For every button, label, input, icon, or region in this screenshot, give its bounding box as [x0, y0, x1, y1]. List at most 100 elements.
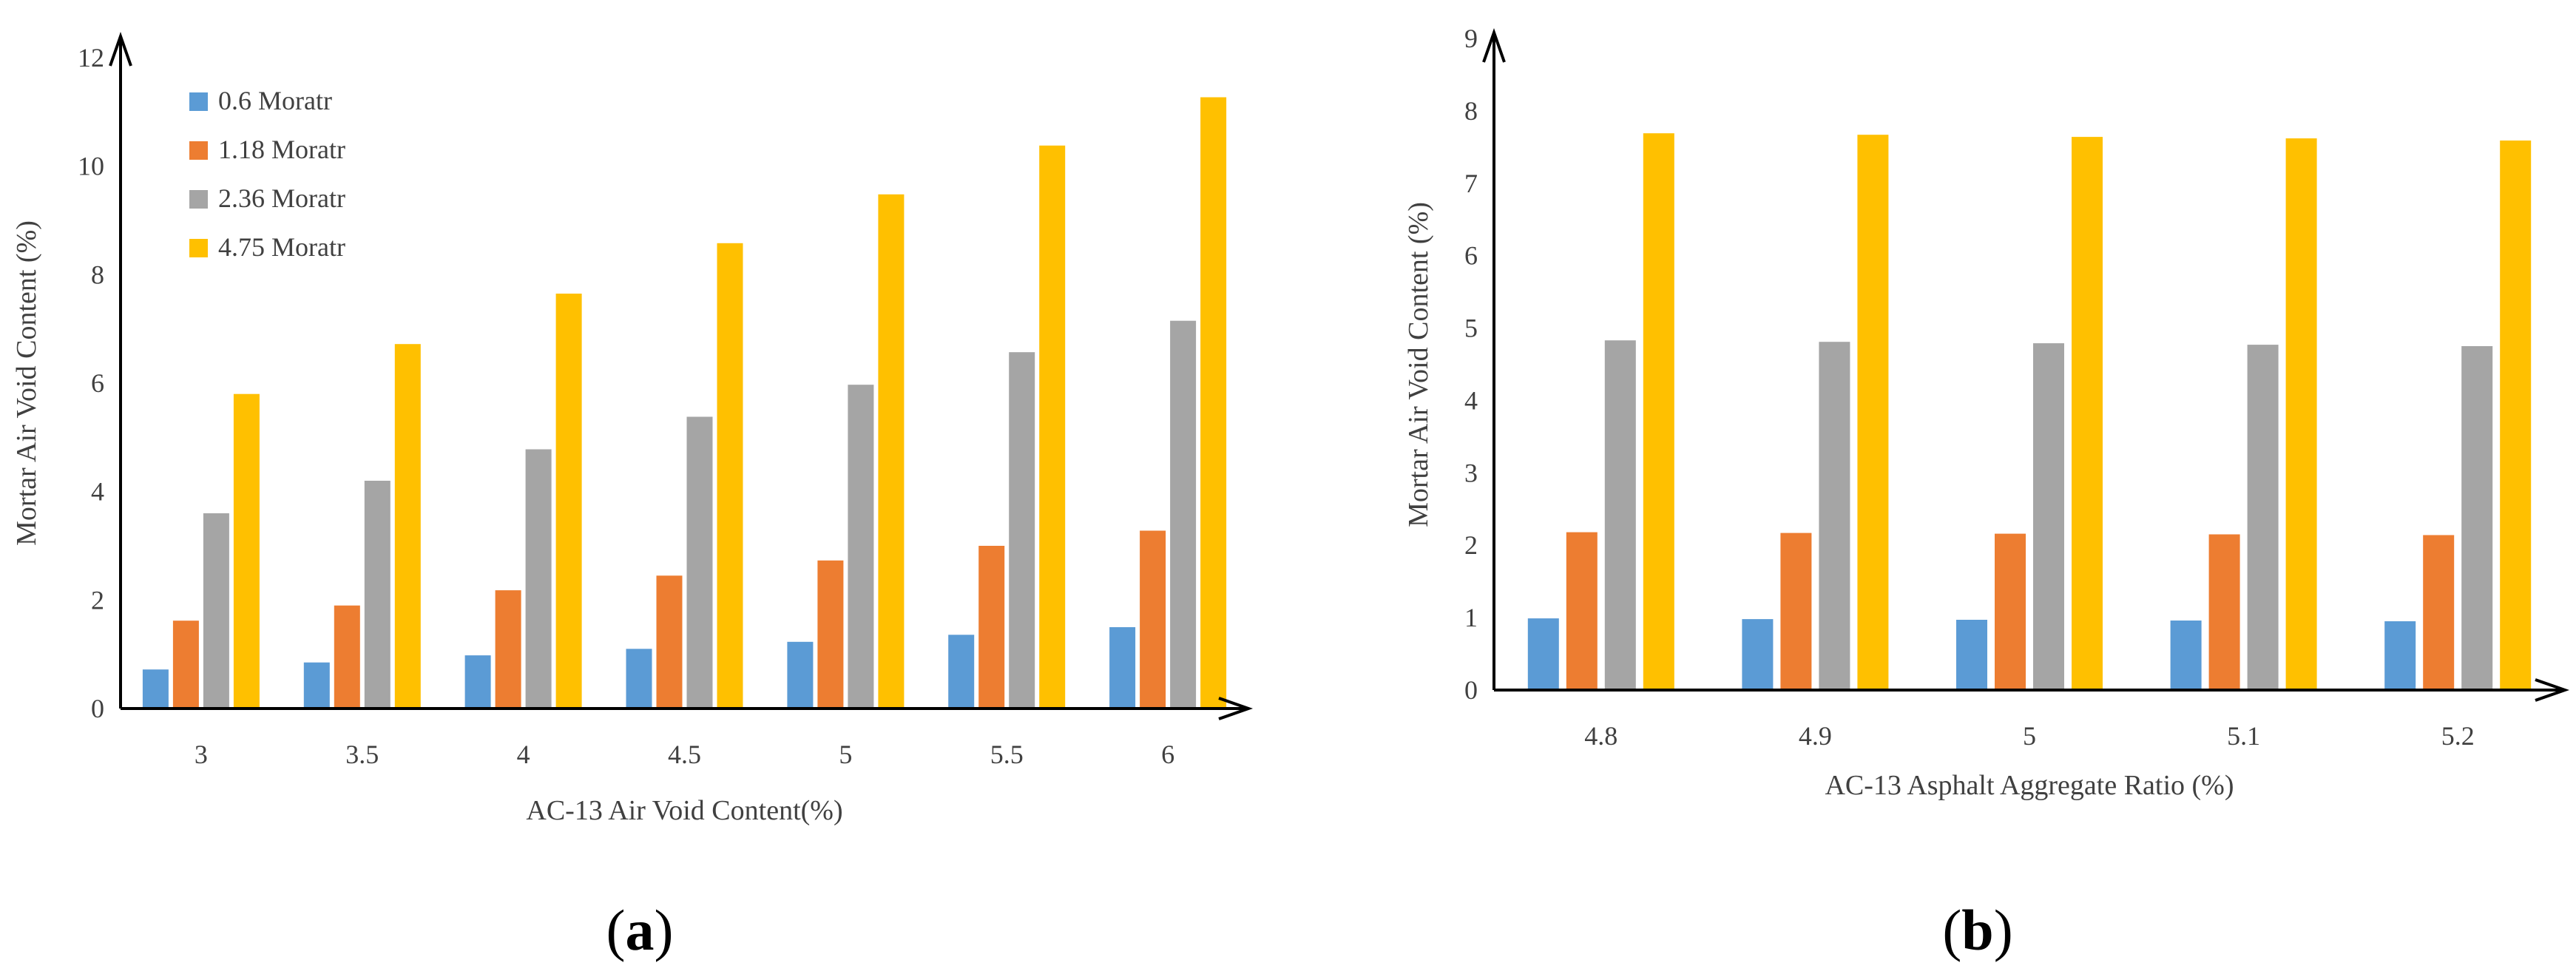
bar-b-s1-c1: [1780, 533, 1812, 690]
y-axis-title: Mortar Air Void Content (%): [11, 220, 42, 546]
y-tick-label: 6: [1464, 241, 1478, 271]
bar-a-s2-c1: [364, 481, 391, 709]
y-tick-label: 4: [1464, 385, 1478, 415]
panel-letter: b: [1961, 898, 1993, 962]
y-tick-label: 1: [1464, 603, 1478, 632]
bar-b-s1-c0: [1566, 532, 1598, 690]
bar-a-s2-c0: [203, 513, 229, 709]
bar-b-s2-c2: [2033, 343, 2064, 690]
x-axis-title: AC-13 Air Void Content(%): [526, 795, 842, 826]
bar-b-s3-c0: [1643, 133, 1674, 690]
y-tick-label: 8: [91, 260, 104, 289]
bar-a-s0-c0: [142, 669, 169, 709]
y-tick-label: 9: [1464, 24, 1478, 53]
x-axis-title: AC-13 Asphalt Aggregate Ratio (%): [1825, 770, 2234, 801]
y-tick-label: 7: [1464, 169, 1478, 198]
bar-a-s3-c4: [878, 194, 905, 709]
bar-b-s3-c2: [2072, 137, 2103, 691]
x-tick-label: 5.5: [990, 740, 1024, 769]
x-tick-label: 4.8: [1584, 721, 1617, 751]
y-axis-arrow-icon: [109, 31, 132, 67]
bar-a-s2-c6: [1170, 320, 1197, 709]
bar-a-s1-c5: [978, 546, 1005, 709]
bar-a-s2-c5: [1009, 352, 1035, 709]
bar-b-s1-c2: [1995, 533, 2026, 690]
bar-a-s0-c5: [948, 635, 975, 709]
x-tick-label: 3: [195, 740, 208, 769]
x-axis-arrow-icon: [1218, 697, 1254, 720]
chart-panel-a: 0 2 4 6 8 10 12 3 3.5 4 4.5 5 5.5 6 AC-13 Air Void Con…: [11, 31, 1254, 962]
y-tick-label: 2: [1464, 530, 1478, 560]
y-tick-label: 0: [1464, 675, 1478, 705]
x-tick-label: 5: [2023, 721, 2036, 751]
legend-entry: 4.75 Moratr: [218, 232, 345, 262]
legend-entry: 0.6 Moratr: [218, 86, 332, 115]
y-tick-label: 3: [1464, 458, 1478, 487]
y-axis-arrow-icon: [1482, 27, 1506, 63]
y-tick-label: 4: [91, 477, 104, 507]
bar-b-s0-c1: [1742, 619, 1774, 690]
y-tick-label: 12: [78, 43, 104, 72]
bar-a-s1-c2: [495, 590, 521, 709]
panel-label-b: (b): [1942, 898, 2012, 962]
legend: 0.6 Moratr 1.18 Moratr 2.36 Moratr 4.75 Mor…: [189, 86, 345, 262]
x-tick-label: 6: [1161, 740, 1174, 769]
bar-a-s3-c5: [1039, 145, 1066, 709]
bar-b-s0-c2: [1956, 620, 1987, 690]
bar-b-s3-c3: [2285, 138, 2317, 691]
bar-b-s0-c3: [2170, 621, 2202, 690]
bar-a-s3-c0: [233, 393, 260, 709]
y-tick-label: 0: [91, 694, 104, 723]
bar-a-s0-c2: [464, 655, 491, 709]
bar-a-s0-c6: [1109, 627, 1136, 709]
bar-a-s1-c0: [172, 621, 199, 709]
y-tick-label: 10: [78, 152, 104, 181]
bar-b-s2-c1: [1819, 342, 1850, 690]
y-tick-label: 2: [91, 585, 104, 615]
x-tick-label: 5: [839, 740, 852, 769]
bar-b-s1-c4: [2423, 535, 2455, 690]
bar-a-s3-c1: [394, 344, 421, 709]
legend-swatch: [189, 239, 208, 257]
bar-b-s3-c4: [2500, 141, 2532, 690]
legend-swatch: [189, 92, 208, 111]
x-tick-label: 4.9: [1799, 721, 1832, 751]
x-tick-label: 4.5: [668, 740, 701, 769]
bar-b-s0-c0: [1527, 618, 1559, 690]
legend-entry: 1.18 Moratr: [218, 135, 345, 164]
bar-a-s1-c6: [1140, 530, 1166, 709]
bar-a-s3-c6: [1200, 97, 1227, 709]
legend-entry: 2.36 Moratr: [218, 183, 345, 213]
x-tick-label: 4: [517, 740, 530, 769]
legend-swatch: [189, 141, 208, 160]
bar-a-s1-c1: [334, 605, 360, 709]
bar-b-s2-c0: [1604, 340, 1636, 690]
x-tick-label: 3.5: [345, 740, 379, 769]
x-tick-label: 5.2: [2441, 721, 2475, 751]
x-tick-label: 5.1: [2227, 721, 2260, 751]
bar-a-s0-c1: [303, 662, 330, 709]
bar-b-s3-c1: [1857, 135, 1889, 690]
y-axis-title: Mortar Air Void Content (%): [1403, 202, 1434, 527]
legend-swatch: [189, 190, 208, 209]
bar-a-s0-c4: [787, 641, 814, 709]
bar-b-s1-c3: [2208, 534, 2240, 690]
bar-b-s2-c4: [2461, 346, 2493, 690]
bar-a-s2-c2: [525, 449, 552, 709]
bar-a-s0-c3: [626, 649, 652, 709]
bar-a-s1-c4: [817, 560, 844, 709]
y-tick-label: 5: [1464, 314, 1478, 343]
bar-a-s2-c3: [686, 416, 713, 709]
bar-a-s3-c3: [717, 243, 743, 709]
panel-label-a: (a): [606, 898, 674, 962]
bar-a-s3-c2: [555, 294, 582, 709]
panel-letter: a: [626, 898, 655, 962]
bar-a-s2-c4: [848, 385, 874, 709]
chart-panel-b: 0 1 2 3 4 5 6 7 8 9 4.8 4.9 5 5.1 5.2 AC-13 Asphalt Agg…: [1403, 24, 2570, 962]
y-tick-label: 6: [91, 368, 104, 398]
bar-a-s1-c3: [656, 575, 683, 709]
x-axis-arrow-icon: [2535, 678, 2570, 702]
bar-b-s2-c3: [2247, 345, 2279, 690]
bar-b-s0-c4: [2384, 621, 2416, 690]
